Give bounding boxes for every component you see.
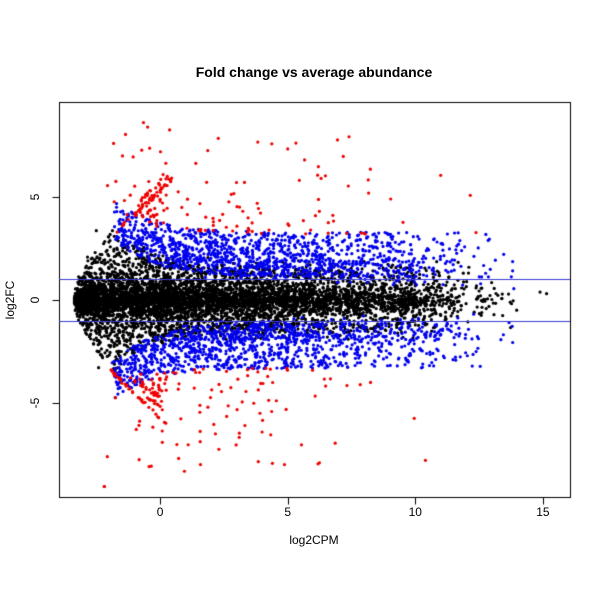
x-axis-label: log2CPM [289, 533, 339, 547]
y-tick-label-2: 5 [28, 193, 42, 201]
y-tick-label-1: 0 [28, 296, 42, 304]
chart-title: Fold change vs average abundance [195, 64, 433, 80]
x-tick-label-1: 5 [284, 505, 292, 519]
y-tick-label-0: -5 [28, 397, 42, 409]
x-tick-label-0: 0 [156, 505, 164, 519]
x-tick-label-3: 15 [536, 505, 550, 519]
y-axis-label: log2FC [3, 280, 17, 320]
x-tick-label-2: 10 [408, 505, 422, 519]
